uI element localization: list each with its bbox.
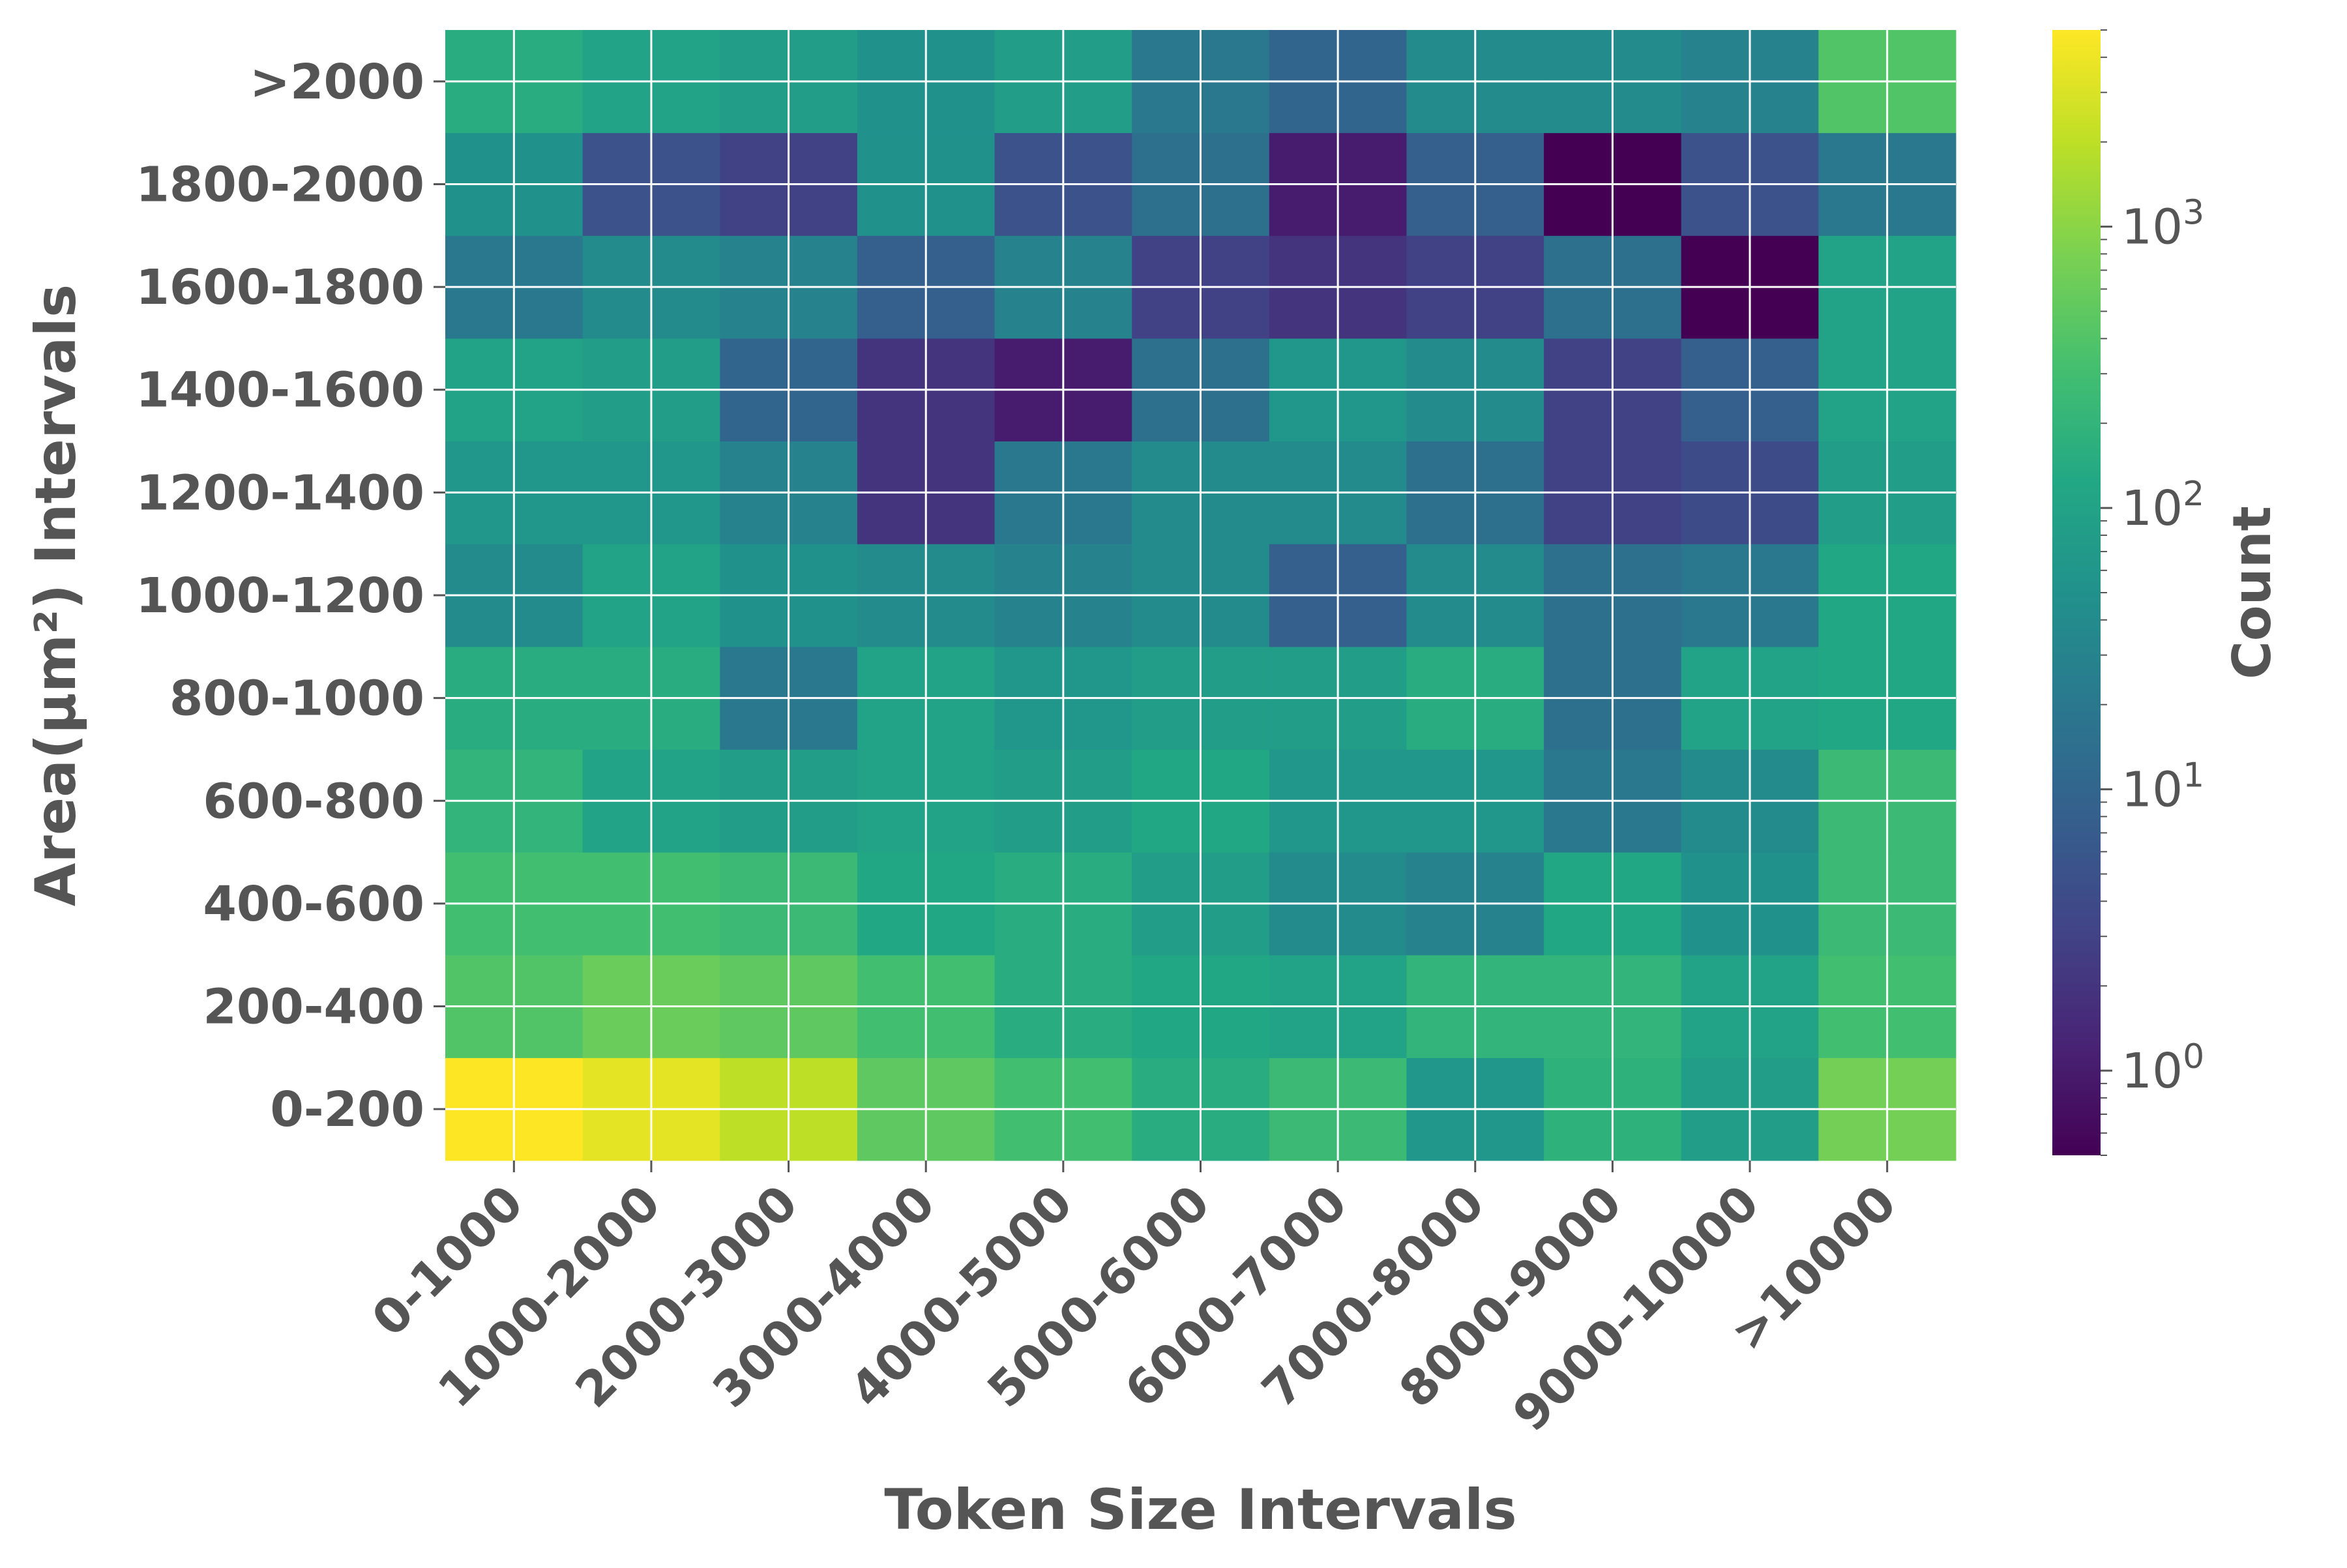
y-tick-label: 1400-1600 [136,362,424,419]
colorbar-title: Count [2222,506,2282,679]
y-tick-label: 0-200 [270,1082,424,1138]
y-tick-label: 600-800 [203,773,424,829]
y-tick-label: >2000 [250,54,424,110]
colorbar-tick-label: 101 [2121,756,2204,818]
x-tick-label: 9000-10000 [1503,1175,1770,1442]
y-tick-label: 1200-1400 [136,465,424,521]
y-tick-label: 400-600 [203,876,424,932]
y-tick-label: 200-400 [203,979,424,1035]
x-axis-title: Token Size Intervals [884,1477,1516,1543]
colorbar [2052,30,2101,1155]
y-tick-label: 1600-1800 [136,259,424,316]
colorbar-tick-label: 102 [2121,475,2204,537]
y-tick-label: 1800-2000 [136,156,424,213]
y-tick-label: 800-1000 [170,671,424,727]
y-axis-title: Area(μm²) Intervals [23,284,89,906]
colorbar-tick-label: 103 [2121,194,2204,256]
y-tick-label: 1000-1200 [136,568,424,624]
colorbar-tick-label: 100 [2121,1037,2204,1099]
